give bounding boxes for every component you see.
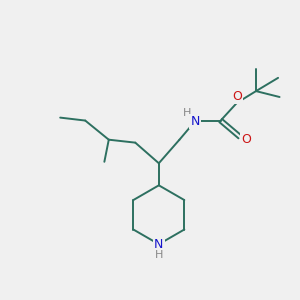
Text: N: N	[154, 238, 164, 251]
Text: O: O	[241, 133, 251, 146]
Text: N: N	[190, 115, 200, 128]
Text: H: H	[183, 108, 191, 118]
Text: H: H	[154, 250, 163, 260]
Text: O: O	[232, 90, 242, 103]
